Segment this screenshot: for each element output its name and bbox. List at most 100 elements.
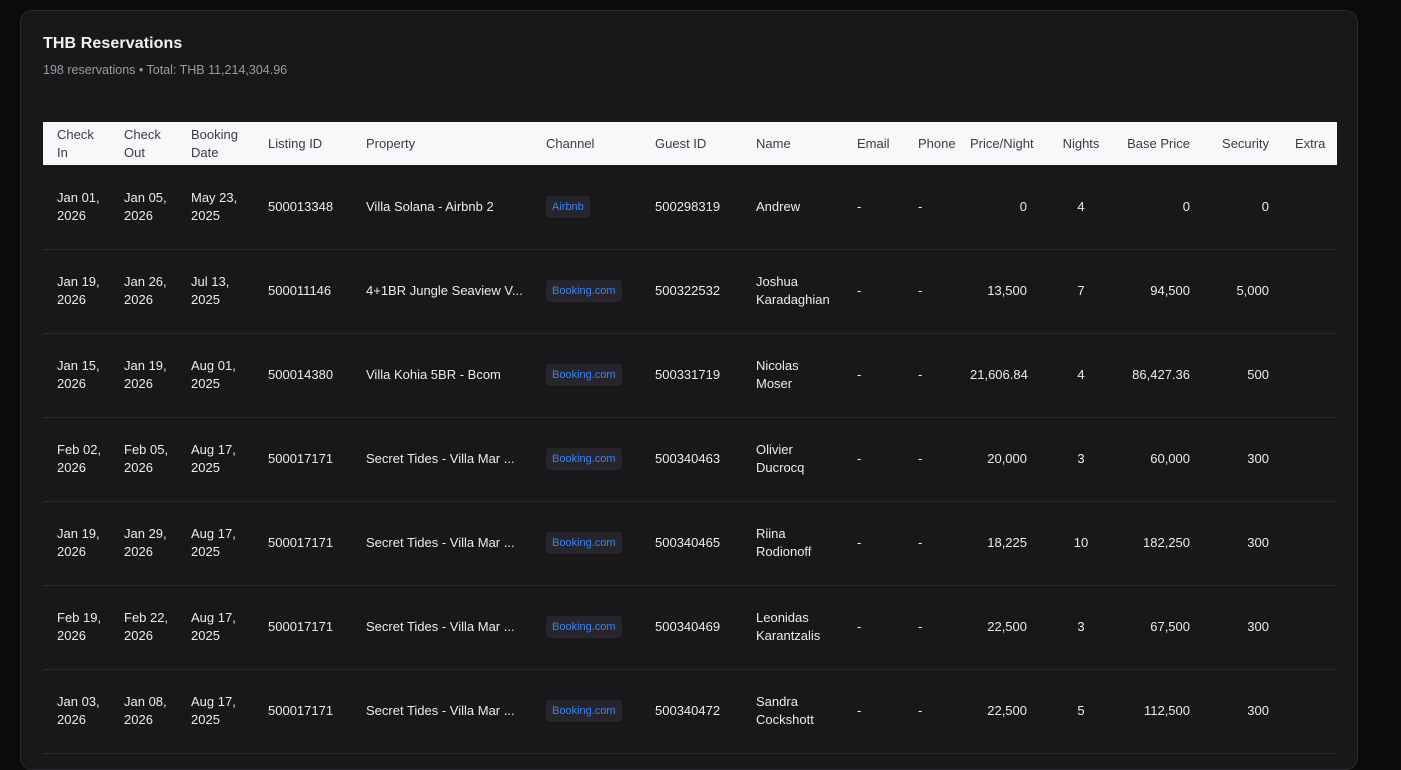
channel-badge: Booking.com xyxy=(546,700,622,722)
column-header-phone[interactable]: Phone xyxy=(918,135,956,151)
cell-phone: - xyxy=(918,283,923,298)
cell-check-in: Jan 19, 2026 xyxy=(57,526,100,559)
column-header-security[interactable]: Security xyxy=(1222,135,1269,151)
cell-nights: 5 xyxy=(1077,703,1085,718)
cell-price-night: 13,500 xyxy=(987,283,1027,298)
column-header-nights[interactable]: Nights xyxy=(1062,135,1100,151)
cell-check-in: Jan 03, 2026 xyxy=(57,694,100,727)
cell-check-out: Jan 19, 2026 xyxy=(124,358,167,391)
cell-listing-id: 500017171 xyxy=(268,451,334,466)
table-row[interactable]: Jan 19, 2026 Jan 29, 2026 Aug 17, 2025 5… xyxy=(43,501,1337,585)
cell-base-price: 67,500 xyxy=(1150,619,1190,634)
cell-channel: Booking.com xyxy=(532,585,641,669)
cell-nights: 3 xyxy=(1077,619,1085,634)
column-header-extra[interactable]: Extra xyxy=(1295,135,1326,151)
column-header-booking-date[interactable]: Booking Date xyxy=(191,126,238,160)
column-header-channel[interactable]: Channel xyxy=(546,135,595,151)
cell-check-out: Feb 05, 2026 xyxy=(124,442,169,475)
channel-badge: Booking.com xyxy=(546,448,622,470)
cell-extra xyxy=(1281,669,1337,753)
cell-property: Secret Tides - Villa Mar ... xyxy=(366,619,515,634)
cell-name: Joshua Karadaghian xyxy=(756,274,830,307)
cell-check-in: Jan 15, 2026 xyxy=(57,358,100,391)
table-row[interactable]: Jan 19, 2026 Jan 26, 2026 Jul 13, 2025 5… xyxy=(43,249,1337,333)
cell-email: - xyxy=(857,283,862,298)
channel-badge: Booking.com xyxy=(546,280,622,302)
cell-check-in: Jan 19, 2026 xyxy=(57,274,100,307)
cell-email: - xyxy=(857,703,862,718)
cell-check-in: Feb 02, 2026 xyxy=(57,442,102,475)
cell-guest-id: 500340463 xyxy=(655,451,721,466)
column-header-check-in[interactable]: Check In xyxy=(57,126,94,160)
cell-base-price: 60,000 xyxy=(1150,451,1190,466)
cell-price-night: 22,500 xyxy=(987,619,1027,634)
column-header-price-night[interactable]: Price/Night xyxy=(970,135,1034,151)
cell-price-night: 0 xyxy=(1019,198,1027,214)
cell-booking-date: May 23, 2025 xyxy=(191,189,238,223)
cell-channel: Booking.com xyxy=(532,501,641,585)
cell-guest-id: 500331719 xyxy=(655,367,721,382)
cell-check-out: Jan 08, 2026 xyxy=(124,694,167,727)
cell-base-price: 86,427.36 xyxy=(1132,367,1190,382)
cell-nights: 4 xyxy=(1077,198,1085,214)
cell-check-out: Feb 22, 2026 xyxy=(124,610,169,643)
cell-phone: - xyxy=(918,367,923,382)
cell-listing-id: 500013348 xyxy=(268,198,334,214)
column-header-guest-id[interactable]: Guest ID xyxy=(655,135,707,151)
table-row[interactable]: Feb 02, 2026 Feb 05, 2026 Aug 17, 2025 5… xyxy=(43,417,1337,501)
cell-check-out: Jan 05, 2026 xyxy=(124,189,167,223)
cell-booking-date: Aug 17, 2025 xyxy=(191,526,236,559)
table-row[interactable]: Jan 01, 2026 Jan 05, 2026 May 23, 2025 5… xyxy=(43,165,1337,249)
cell-price-night: 21,606.84 xyxy=(970,367,1028,382)
cell-email: - xyxy=(857,451,862,466)
cell-nights: 3 xyxy=(1077,451,1085,466)
reservations-table-container[interactable]: Check In Check Out Booking Date Listing … xyxy=(43,122,1337,769)
cell-name: Nicolas Moser xyxy=(756,358,799,391)
cell-base-price: 94,500 xyxy=(1150,283,1190,298)
cell-base-price: 112,500 xyxy=(1143,703,1190,718)
cell-security: 0 xyxy=(1261,198,1269,214)
column-header-property[interactable]: Property xyxy=(366,135,416,151)
cell-name: Sandra Cockshott xyxy=(756,694,814,727)
table-row[interactable]: Jan 03, 2026 Jan 08, 2026 Aug 17, 2025 5… xyxy=(43,669,1337,753)
cell-price-night: 18,225 xyxy=(987,535,1027,550)
cell-phone: - xyxy=(918,451,923,466)
cell-email: - xyxy=(857,619,862,634)
cell-security: 300 xyxy=(1247,451,1269,466)
column-header-check-out[interactable]: Check Out xyxy=(124,126,161,160)
channel-badge: Booking.com xyxy=(546,532,622,554)
cell-channel: Booking.com xyxy=(532,333,641,417)
cell-name: Andrew xyxy=(756,198,801,214)
cell-extra xyxy=(1281,585,1337,669)
cell-channel: Airbnb xyxy=(532,165,641,249)
column-header-listing-id[interactable]: Listing ID xyxy=(268,135,323,151)
cell-booking-date: Jul 13, 2025 xyxy=(191,274,230,307)
cell-security: 5,000 xyxy=(1236,283,1269,298)
cell-property: Villa Kohia 5BR - Bcom xyxy=(366,367,501,382)
column-header-base-price[interactable]: Base Price xyxy=(1127,135,1190,151)
cell-booking-date: Aug 17, 2025 xyxy=(191,694,236,727)
cell-guest-id: 500340469 xyxy=(655,619,721,634)
cell-guest-id: 500322532 xyxy=(655,283,721,298)
cell-extra xyxy=(1281,333,1337,417)
cell-channel: Booking.com xyxy=(532,669,641,753)
cell-listing-id: 500014380 xyxy=(268,367,334,382)
cell-check-out: Jan 29, 2026 xyxy=(124,526,167,559)
cell-listing-id: 500017171 xyxy=(268,535,334,550)
cell-phone: - xyxy=(918,198,923,214)
cell-guest-id: 500298319 xyxy=(655,198,721,214)
cell-check-in: Feb 19, 2026 xyxy=(57,610,102,643)
column-header-email[interactable]: Email xyxy=(857,135,890,151)
cell-phone: - xyxy=(918,703,923,718)
cell-base-price: 0 xyxy=(1182,198,1190,214)
cell-nights: 4 xyxy=(1077,367,1085,382)
table-row[interactable]: Feb 19, 2026 Feb 22, 2026 Aug 17, 2025 5… xyxy=(43,585,1337,669)
cell-price-night: 20,000 xyxy=(987,451,1027,466)
cell-phone: - xyxy=(918,619,923,634)
table-row[interactable]: Jan 15, 2026 Jan 19, 2026 Aug 01, 2025 5… xyxy=(43,333,1337,417)
cell-property: Villa Solana - Airbnb 2 xyxy=(366,198,494,214)
channel-badge: Airbnb xyxy=(546,195,590,218)
cell-security: 300 xyxy=(1247,703,1269,718)
column-header-name[interactable]: Name xyxy=(756,135,791,151)
cell-channel: Booking.com xyxy=(532,249,641,333)
